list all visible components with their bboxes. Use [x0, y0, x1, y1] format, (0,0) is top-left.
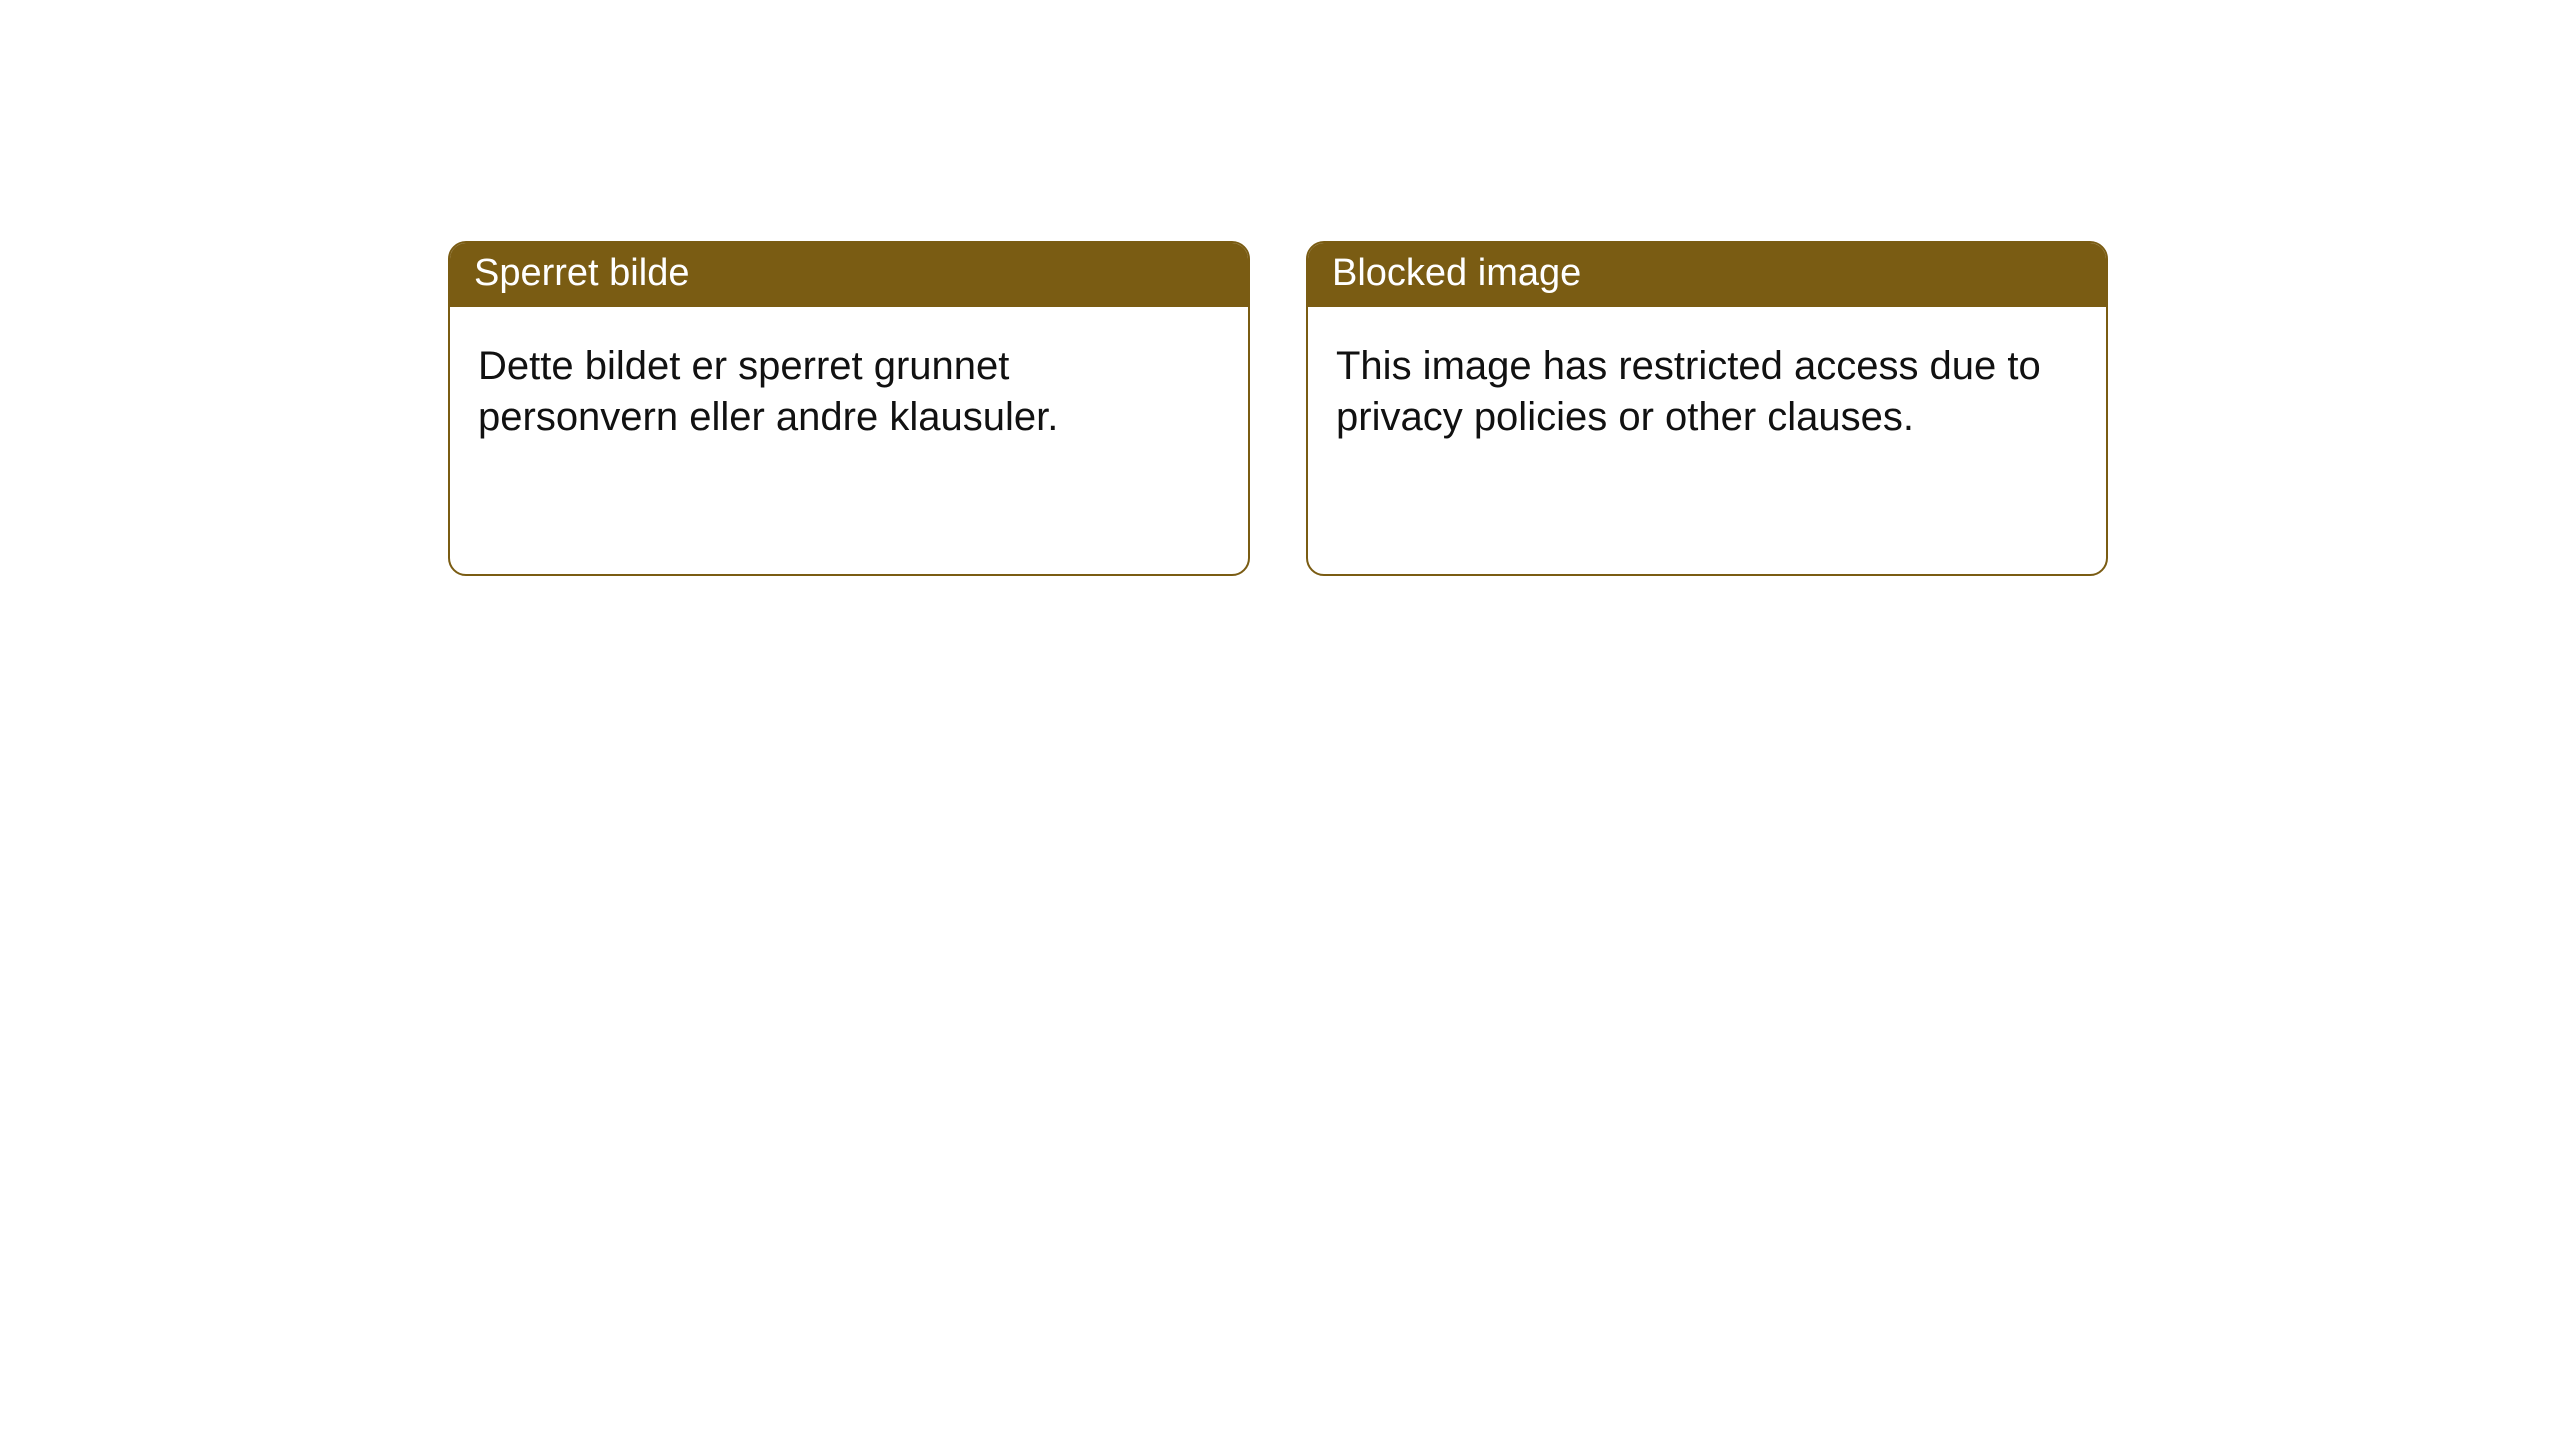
notice-card-title: Blocked image	[1308, 243, 2106, 307]
notice-card-norwegian: Sperret bilde Dette bildet er sperret gr…	[448, 241, 1250, 576]
notice-card-body: This image has restricted access due to …	[1308, 307, 2106, 477]
notice-cards-row: Sperret bilde Dette bildet er sperret gr…	[0, 0, 2560, 576]
notice-card-english: Blocked image This image has restricted …	[1306, 241, 2108, 576]
notice-card-body: Dette bildet er sperret grunnet personve…	[450, 307, 1248, 477]
notice-card-title: Sperret bilde	[450, 243, 1248, 307]
